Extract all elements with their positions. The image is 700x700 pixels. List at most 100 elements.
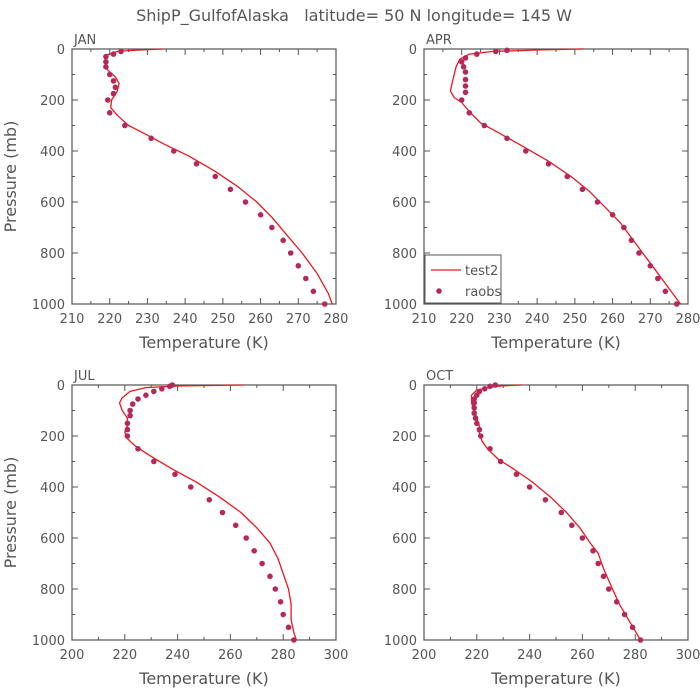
data-point-raobs (285, 624, 292, 631)
data-point-raobs (545, 161, 552, 167)
data-point-raobs (166, 383, 173, 390)
y-tick-label: 400 (40, 481, 65, 496)
panel-label: JAN (73, 33, 96, 48)
data-point-raobs (460, 64, 467, 70)
x-tick-label: 280 (271, 648, 296, 663)
x-tick-label: 220 (464, 648, 489, 663)
chart-panel-oct: 200 220 240 260 280 300 0 200 400 600 800 1000 OCT Te… (384, 369, 700, 688)
data-point-raobs (564, 173, 571, 180)
chart-panel-apr: 210 220 230 240 250 260 270 280 0 200 400 600 800 100… (384, 33, 700, 352)
data-point-raobs (492, 48, 499, 55)
series-line-test2 (449, 48, 682, 305)
data-point-raobs (579, 535, 586, 541)
data-point-raobs (462, 76, 469, 83)
chart-panel-jul: 200 220 240 260 280 300 0 200 400 600 800 1000 JUL Te… (1, 369, 348, 688)
x-tick-label: 280 (324, 312, 349, 327)
data-point-raobs (523, 148, 529, 154)
data-point-raobs (481, 386, 488, 392)
x-tick-label: 270 (638, 312, 663, 327)
data-point-raobs (458, 97, 465, 103)
x-tick-label: 280 (676, 312, 700, 327)
data-point-raobs (219, 509, 226, 516)
data-point-raobs (569, 522, 575, 529)
data-point-raobs (558, 509, 565, 516)
y-axis-label: Pressure (mb) (1, 457, 20, 569)
data-point-raobs (110, 90, 117, 97)
x-tick-label: 300 (676, 648, 700, 663)
x-tick-label: 240 (517, 648, 542, 663)
data-point-raobs (251, 548, 257, 554)
x-axis-label: Temperature (K) (490, 333, 620, 352)
x-axis-label: Temperature (K) (490, 669, 620, 688)
y-tick-label: 400 (392, 145, 417, 160)
data-point-raobs (232, 522, 239, 529)
data-point-raobs (471, 396, 478, 402)
series-line-test2 (470, 384, 642, 641)
data-point-raobs (105, 97, 111, 103)
data-point-raobs (647, 263, 654, 269)
data-point-raobs (476, 426, 483, 433)
data-point-raobs (504, 47, 510, 54)
data-point-raobs (462, 69, 469, 75)
data-point-raobs (462, 83, 469, 89)
x-tick-label: 220 (449, 312, 474, 327)
data-point-raobs (474, 420, 480, 427)
x-tick-label: 240 (165, 648, 190, 663)
y-tick-label: 0 (57, 379, 65, 394)
data-point-raobs (600, 573, 607, 580)
data-point-raobs (272, 586, 279, 592)
data-point-raobs (497, 458, 504, 465)
data-point-raobs (110, 78, 117, 84)
data-point-raobs (526, 484, 533, 490)
data-point-raobs (269, 224, 275, 231)
panel-label: APR (426, 33, 452, 48)
x-tick-label: 280 (623, 648, 648, 663)
y-tick-label: 800 (392, 583, 417, 598)
data-point-raobs (280, 237, 287, 244)
data-point-raobs (135, 446, 141, 452)
data-point-raobs (606, 586, 612, 592)
data-point-raobs (487, 383, 493, 390)
data-point-raobs (462, 55, 469, 61)
data-point-raobs (504, 135, 510, 142)
data-point-raobs (478, 433, 484, 439)
data-point-raobs (636, 250, 642, 256)
data-point-raobs (242, 199, 249, 205)
y-tick-label: 800 (40, 583, 65, 598)
x-tick-label: 240 (173, 312, 198, 327)
data-point-raobs (171, 148, 177, 154)
data-point-raobs (471, 405, 478, 411)
data-point-raobs (462, 89, 469, 96)
y-tick-label: 400 (392, 481, 417, 496)
x-tick-label: 250 (210, 312, 235, 327)
plot-frame (423, 384, 689, 641)
panel-label: JUL (73, 369, 95, 384)
x-tick-label: 300 (324, 648, 349, 663)
data-point-raobs (103, 59, 109, 65)
y-tick-label: 1000 (384, 298, 417, 313)
y-tick-label: 1000 (32, 298, 65, 313)
data-point-raobs (118, 48, 124, 55)
legend-point-swatch (436, 288, 442, 294)
data-point-raobs (472, 415, 479, 421)
data-point-raobs (124, 433, 131, 439)
y-tick-label: 800 (392, 247, 417, 262)
y-tick-label: 200 (40, 94, 65, 109)
y-tick-label: 0 (57, 43, 65, 58)
y-tick-label: 600 (40, 196, 65, 211)
x-tick-label: 220 (112, 648, 137, 663)
y-tick-label: 0 (409, 43, 417, 58)
data-point-raobs (303, 275, 309, 282)
data-point-raobs (458, 59, 465, 65)
data-point-raobs (172, 471, 178, 478)
data-point-raobs (542, 497, 549, 503)
data-point-raobs (609, 212, 616, 218)
data-point-raobs (471, 410, 478, 416)
data-point-raobs (143, 392, 149, 399)
plot-frame (71, 384, 337, 641)
data-point-raobs (655, 275, 661, 282)
legend-box (424, 254, 502, 304)
data-point-raobs (595, 560, 601, 567)
data-point-raobs (481, 122, 488, 129)
